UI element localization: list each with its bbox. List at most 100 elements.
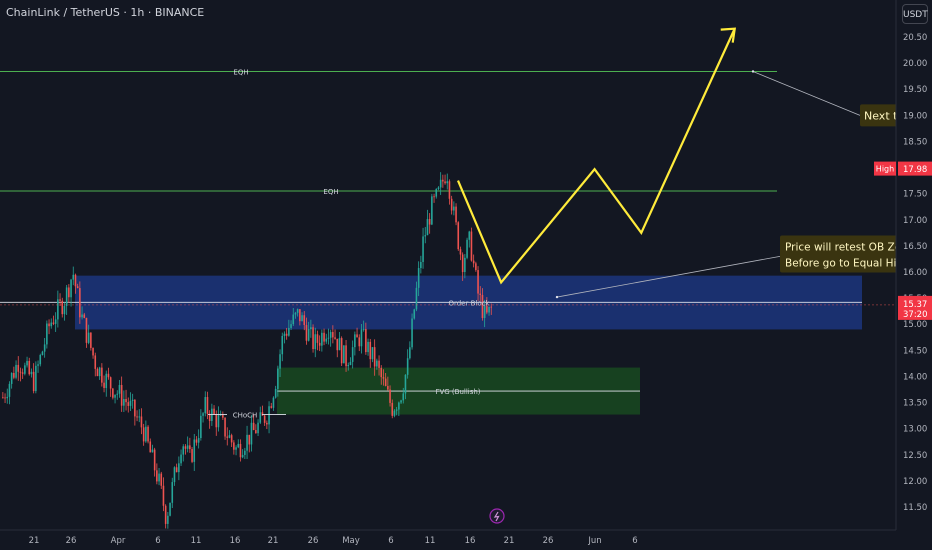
candle-body xyxy=(338,338,341,351)
y-tick-label: 13.50 xyxy=(903,399,927,409)
candle-body xyxy=(314,334,317,350)
candle-body xyxy=(351,347,354,362)
candle-body xyxy=(131,399,134,401)
candle-body xyxy=(83,314,86,318)
candle-body xyxy=(30,371,33,375)
y-tick-label: 16.00 xyxy=(903,268,927,278)
candle-body xyxy=(371,347,374,360)
candle-body xyxy=(411,318,413,348)
y-tick-label: 17.00 xyxy=(903,216,927,226)
candle-body xyxy=(468,231,471,240)
candle-body xyxy=(6,396,9,399)
x-tick-label: 16 xyxy=(465,536,476,546)
candle-body xyxy=(160,473,163,486)
candle-body xyxy=(213,408,215,415)
candle-body xyxy=(90,332,92,348)
candle-body xyxy=(116,393,119,395)
candle-body xyxy=(450,198,453,211)
candle-body xyxy=(318,342,321,346)
candle-body xyxy=(4,397,6,399)
candle-body xyxy=(356,334,358,338)
candle-body xyxy=(162,485,165,506)
current-price-value: 15.37 xyxy=(903,300,927,310)
candle-body xyxy=(202,413,204,416)
candle-body xyxy=(417,268,420,288)
candle-body xyxy=(369,341,372,360)
candle-body xyxy=(230,435,233,443)
candle-body xyxy=(336,338,339,351)
candle-body xyxy=(63,305,66,315)
candle-body xyxy=(48,323,50,327)
candle-body xyxy=(433,196,435,198)
candle-body xyxy=(13,372,15,378)
eqh-label-upper: EQH xyxy=(233,68,248,76)
y-tick-label: 14.50 xyxy=(903,346,927,356)
x-tick-label: 26 xyxy=(543,536,554,546)
candle-body xyxy=(277,368,279,389)
candle-body xyxy=(244,450,246,455)
candle-body xyxy=(107,373,110,378)
candle-body xyxy=(180,454,182,464)
candle-body xyxy=(457,222,460,250)
candle-body xyxy=(255,430,257,434)
lightning-icon xyxy=(493,511,500,522)
candle-body xyxy=(347,364,350,367)
candle-body xyxy=(437,187,440,190)
candle-body xyxy=(151,449,154,453)
y-tick-label: 17.50 xyxy=(903,190,927,200)
candle-body xyxy=(391,402,394,416)
candle-body xyxy=(307,329,310,341)
candle-body xyxy=(233,442,235,450)
candle-body xyxy=(455,206,457,223)
callout-pointer xyxy=(556,255,781,298)
candle-body xyxy=(270,406,273,408)
y-tick-label: 20.50 xyxy=(903,33,927,43)
candle-body xyxy=(393,410,396,416)
candle-body xyxy=(415,287,418,310)
candle-body xyxy=(68,287,70,298)
candle-body xyxy=(173,467,176,483)
candle-body xyxy=(57,299,59,320)
candle-body xyxy=(87,332,90,343)
candle-body xyxy=(217,415,220,428)
candle-body xyxy=(398,402,400,410)
candle-body xyxy=(182,446,185,455)
candle-body xyxy=(268,406,270,425)
y-tick-label: 15.00 xyxy=(903,320,927,330)
candle-body xyxy=(41,351,44,355)
callout-text-retest: Price will retest OB Zon xyxy=(785,242,908,254)
candle-body xyxy=(404,374,407,394)
candle-body xyxy=(197,438,200,443)
candle-body xyxy=(444,181,446,184)
candle-body xyxy=(442,179,444,182)
candle-body xyxy=(424,235,427,237)
candle-body xyxy=(158,473,160,482)
high-price-tag xyxy=(898,161,932,176)
candle-body xyxy=(367,341,369,353)
candle-body xyxy=(248,434,251,445)
candle-body xyxy=(472,260,475,264)
callout-dot xyxy=(555,295,559,299)
candle-body xyxy=(316,334,319,343)
candle-body xyxy=(10,372,13,384)
candle-body xyxy=(118,384,121,394)
y-tick-label: 18.50 xyxy=(903,137,927,147)
candle-body xyxy=(483,305,486,319)
candle-body xyxy=(358,337,361,347)
candle-body xyxy=(406,358,409,375)
candle-body xyxy=(327,337,330,339)
x-tick-label: 11 xyxy=(425,536,436,546)
candle-body xyxy=(239,443,242,458)
candle-body xyxy=(312,327,314,350)
candle-body xyxy=(37,364,39,366)
candle-body xyxy=(382,377,385,379)
candle-body xyxy=(206,397,209,414)
bar-countdown: 37:20 xyxy=(903,310,928,320)
candle-body xyxy=(191,449,193,462)
currency-button[interactable]: USDT xyxy=(902,4,928,24)
x-tick-label: May xyxy=(342,536,360,546)
candle-body xyxy=(35,365,37,392)
callout-text-next-target: Next ta xyxy=(864,109,904,122)
candle-body xyxy=(332,332,334,338)
